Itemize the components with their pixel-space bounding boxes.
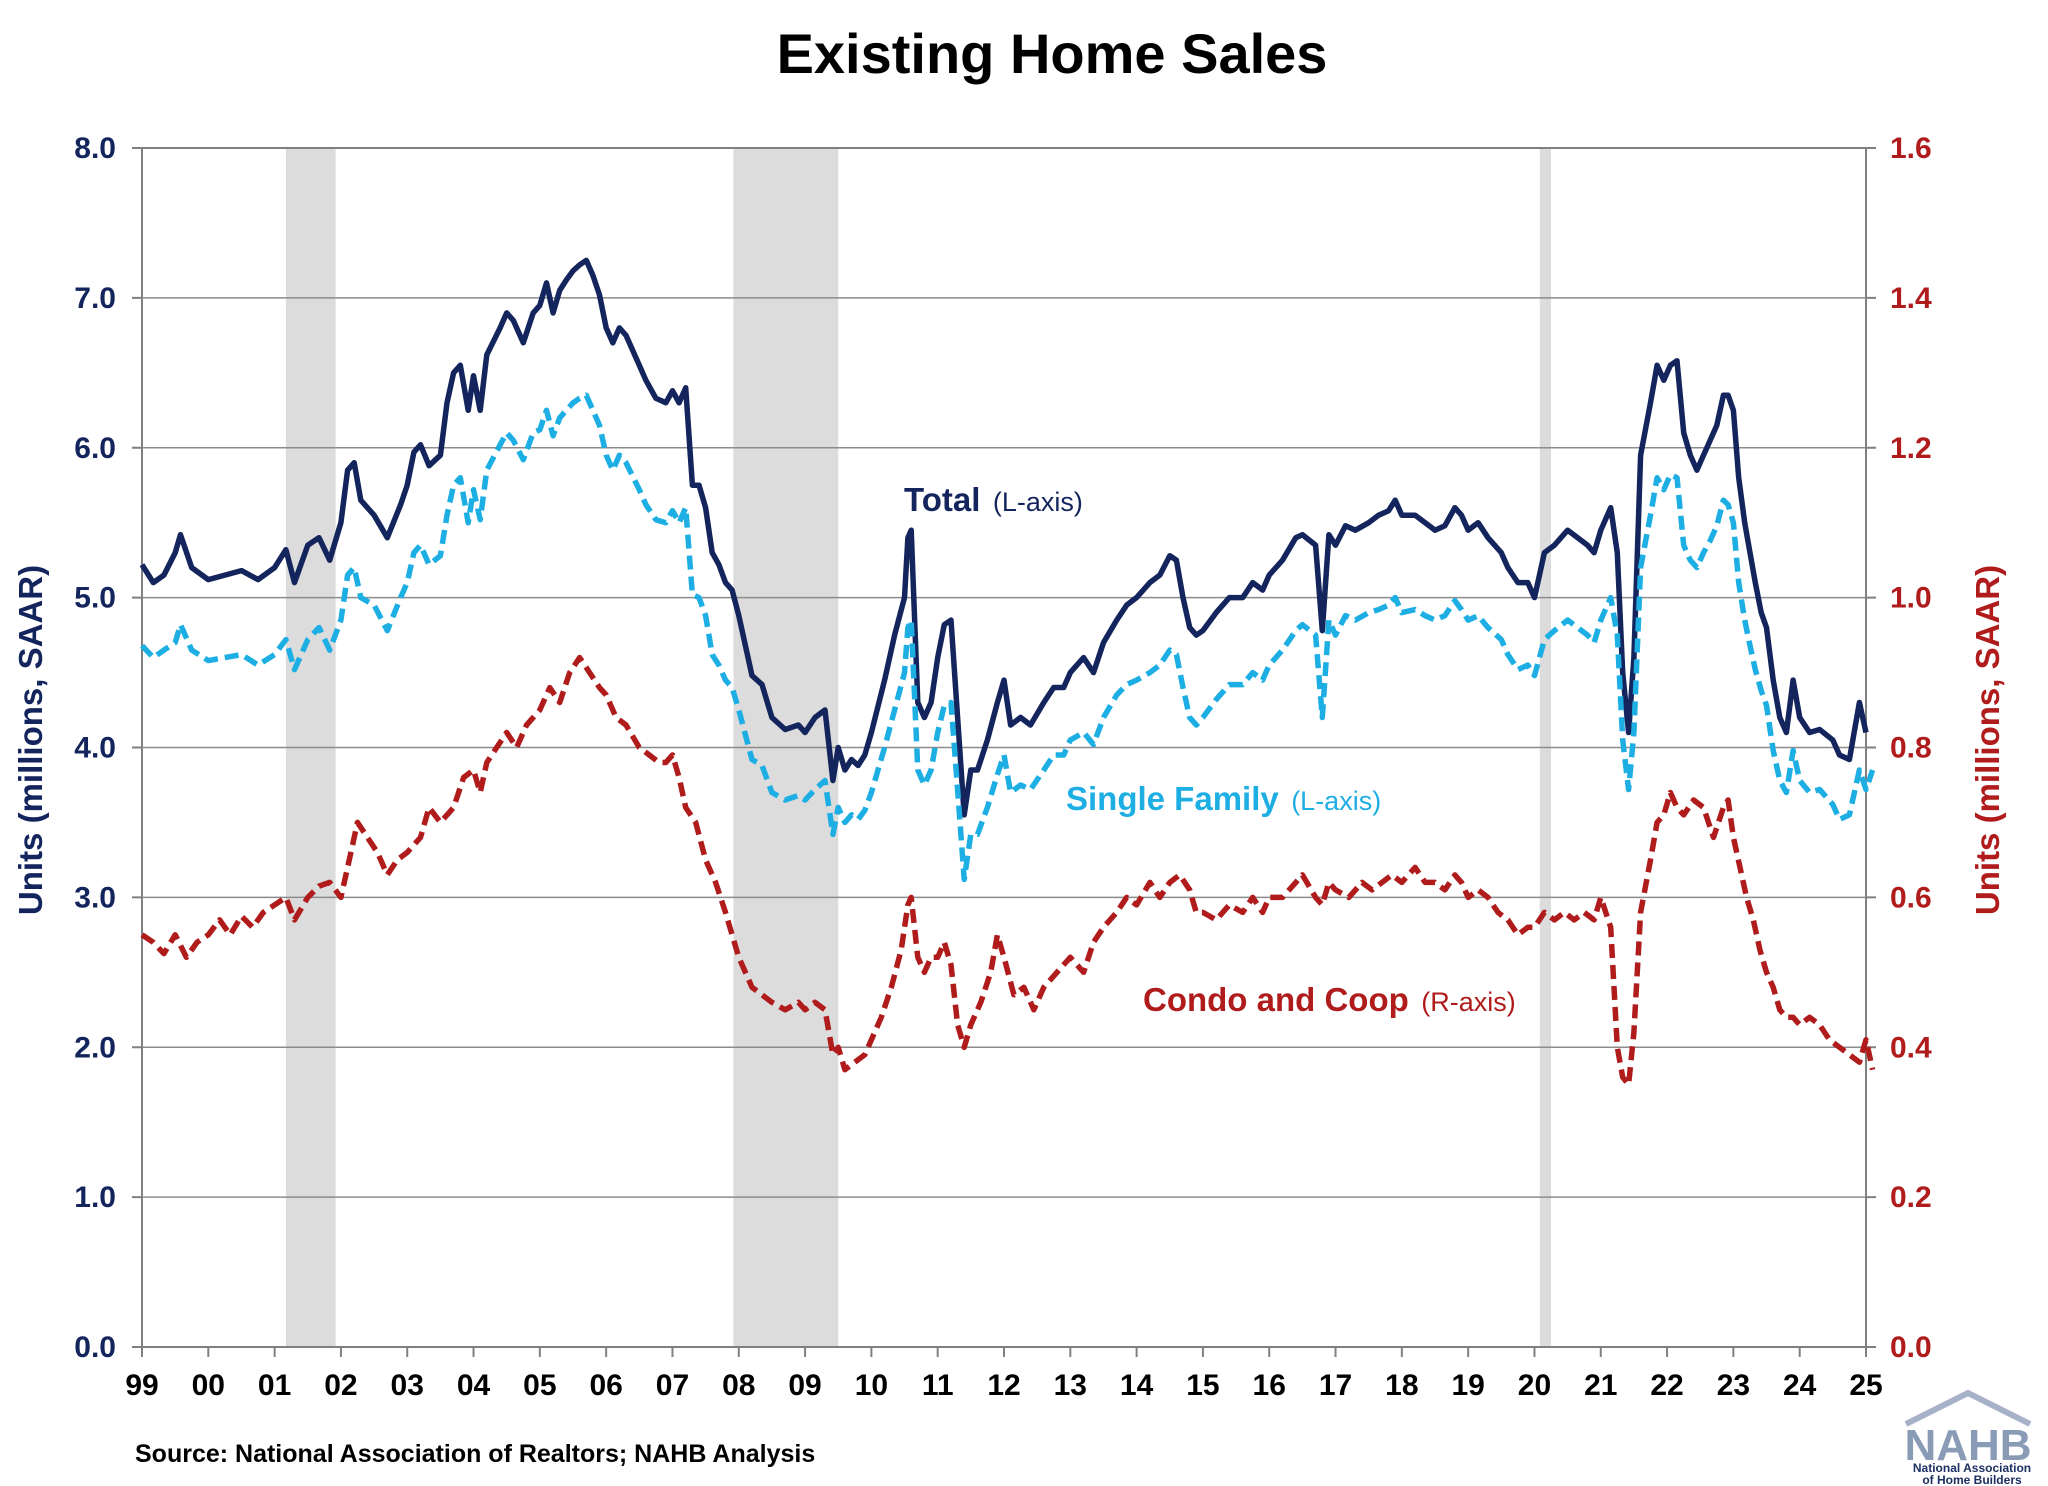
left-axis-tick-label: 6.0: [74, 432, 116, 465]
series-label-condo-coop-name: Condo and Coop: [1143, 981, 1409, 1018]
x-axis-tick-label: 09: [788, 1369, 821, 1402]
right-axis-tick-label: 0.6: [1890, 881, 1932, 914]
left-axis-tick-label: 8.0: [74, 132, 116, 165]
x-axis-tick-label: 01: [258, 1369, 291, 1402]
series-label-total-name: Total: [904, 481, 980, 518]
right-axis-tick-label: 0.8: [1890, 732, 1932, 765]
axis-ticks-group: 0.0 1.0 2.0 3.0 4.0 5.0 6.0 7.0 8.0 0.0 0.2 0.4 0.6 0…: [74, 132, 1932, 1402]
series-label-condo-coop-axis: (R-axis): [1421, 987, 1516, 1017]
x-axis-tick-label: 05: [523, 1369, 556, 1402]
x-axis-tick-label: 03: [391, 1369, 424, 1402]
left-axis-title: Units (millions, SAAR): [12, 565, 49, 915]
right-axis-tick-label: 1.4: [1890, 282, 1932, 315]
series-label-condo-coop: Condo and Coop (R-axis): [1143, 981, 1516, 1018]
x-axis-tick-label: 22: [1650, 1369, 1683, 1402]
series-label-total-axis: (L-axis): [993, 487, 1083, 517]
nahb-logo-text: NAHB: [1904, 1421, 2031, 1470]
series-line-total: [139, 257, 1869, 818]
left-axis-tick-label: 1.0: [74, 1181, 116, 1214]
left-axis-tick-label: 5.0: [74, 582, 116, 615]
series-label-single-family-axis: (L-axis): [1291, 786, 1381, 816]
series-label-single-family-name: Single Family: [1066, 780, 1279, 817]
x-axis-tick-label: 08: [722, 1369, 755, 1402]
x-axis-tick-label: 18: [1385, 1369, 1418, 1402]
x-axis-tick-label: 19: [1451, 1369, 1484, 1402]
x-axis-tick-label: 07: [656, 1369, 689, 1402]
x-axis-tick-label: 24: [1783, 1369, 1817, 1402]
right-axis-tick-label: 1.2: [1890, 432, 1932, 465]
x-axis-tick-label: 20: [1518, 1369, 1551, 1402]
x-axis-tick-label: 06: [589, 1369, 622, 1402]
x-axis-tick-label: 02: [324, 1369, 357, 1402]
x-axis-tick-label: 15: [1186, 1369, 1219, 1402]
right-axis-tick-label: 1.0: [1890, 582, 1932, 615]
nahb-logo-tagline-2: of Home Builders: [1922, 1473, 2022, 1486]
right-axis-tick-label: 0.0: [1890, 1331, 1932, 1364]
left-axis-tick-label: 3.0: [74, 881, 116, 914]
left-axis-tick-label: 2.0: [74, 1031, 116, 1064]
gridlines-group: [142, 297, 1866, 1198]
x-axis-tick-label: 99: [125, 1369, 158, 1402]
x-axis-tick-label: 21: [1584, 1369, 1617, 1402]
x-axis-tick-label: 12: [987, 1369, 1020, 1402]
source-note: Source: National Association of Realtors…: [135, 1440, 815, 1468]
chart-title: Existing Home Sales: [777, 22, 1328, 85]
x-axis-tick-label: 10: [855, 1369, 888, 1402]
nahb-logo-tagline-1: National Association: [1913, 1461, 2031, 1475]
series-label-single-family: Single Family (L-axis): [1066, 780, 1381, 817]
x-axis-tick-label: 23: [1717, 1369, 1750, 1402]
x-axis-tick-label: 11: [922, 1369, 954, 1402]
series-label-total: Total (L-axis): [904, 481, 1083, 518]
right-axis-tick-label: 0.4: [1890, 1031, 1932, 1064]
x-axis-tick-label: 16: [1253, 1369, 1286, 1402]
series-line-single-family: [139, 392, 1876, 883]
right-axis-title: Units (millions, SAAR): [1969, 565, 2006, 915]
left-axis-tick-label: 7.0: [74, 282, 116, 315]
x-axis-tick-label: 17: [1319, 1369, 1352, 1402]
nahb-logo: NAHB National Association of Home Builde…: [1904, 1389, 2032, 1486]
left-axis-tick-label: 4.0: [74, 732, 116, 765]
left-axis-tick-label: 0.0: [74, 1331, 116, 1364]
right-axis-tick-label: 0.2: [1890, 1181, 1932, 1214]
x-axis-tick-label: 13: [1054, 1369, 1087, 1402]
series-lines-group: [139, 257, 1876, 1088]
right-axis-tick-label: 1.6: [1890, 132, 1932, 165]
house-roof-icon: [1904, 1389, 2032, 1427]
x-axis-tick-label: 00: [192, 1369, 225, 1402]
x-axis-tick-label: 25: [1849, 1369, 1882, 1402]
x-axis-tick-label: 04: [457, 1369, 491, 1402]
x-axis-tick-label: 14: [1120, 1369, 1154, 1402]
